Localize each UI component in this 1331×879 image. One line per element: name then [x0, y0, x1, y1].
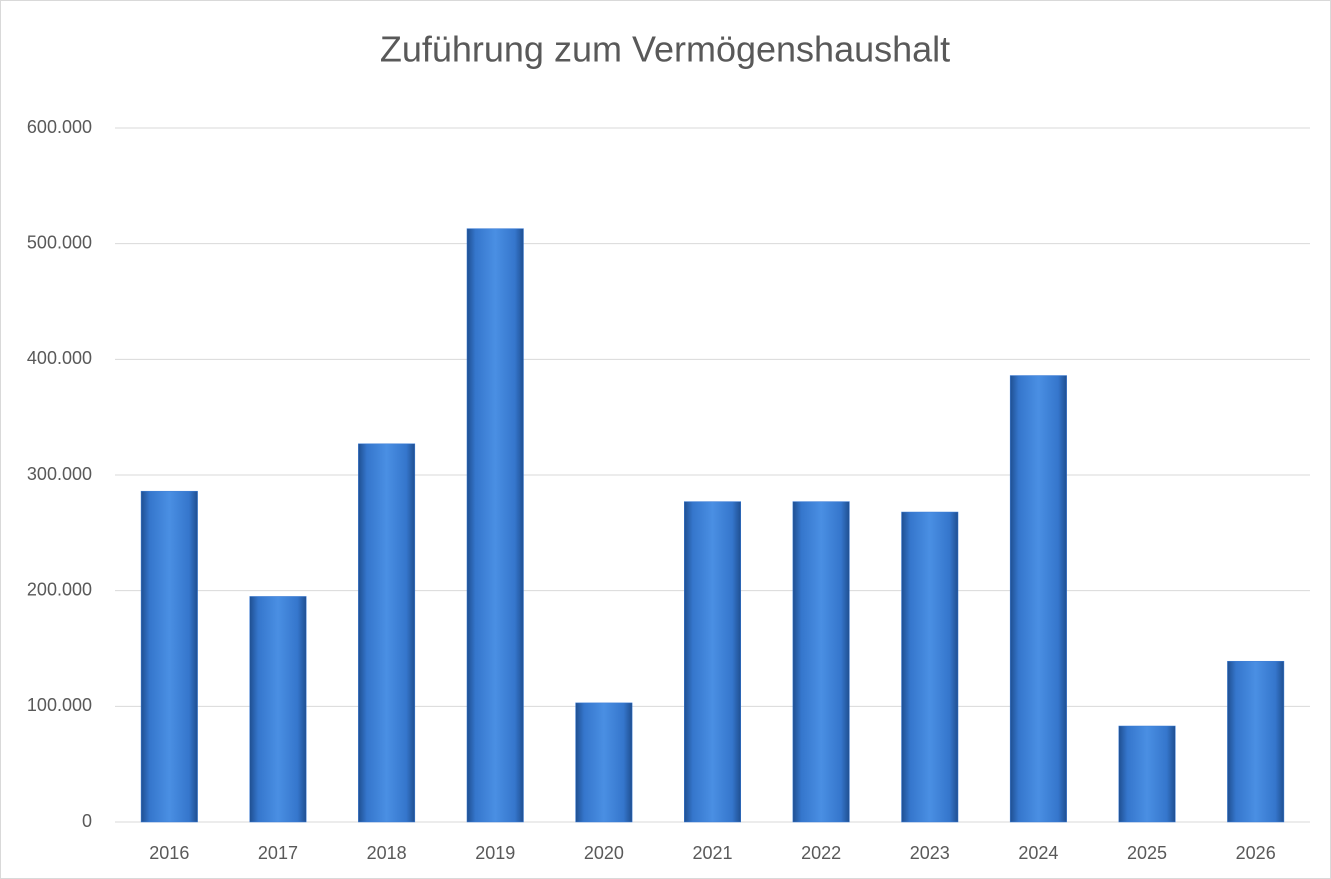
y-tick-label: 100.000	[27, 695, 92, 715]
x-tick-label: 2026	[1236, 843, 1276, 863]
bar	[575, 702, 633, 823]
bar	[140, 490, 198, 823]
chart-title: Zuführung zum Vermögenshaushalt	[380, 29, 950, 70]
x-tick-label: 2016	[149, 843, 189, 863]
y-tick-label: 0	[82, 811, 92, 831]
x-tick-label: 2025	[1127, 843, 1167, 863]
y-tick-label: 200.000	[27, 579, 92, 599]
y-tick-label: 400.000	[27, 348, 92, 368]
bar	[792, 501, 850, 823]
bar	[466, 228, 524, 823]
bar	[358, 443, 416, 823]
x-tick-label: 2024	[1018, 843, 1058, 863]
x-tick-label: 2020	[584, 843, 624, 863]
x-tick-label: 2019	[475, 843, 515, 863]
x-tick-label: 2021	[692, 843, 732, 863]
bar	[249, 596, 307, 823]
bar	[1009, 375, 1067, 823]
x-tick-label: 2022	[801, 843, 841, 863]
x-tick-label: 2023	[910, 843, 950, 863]
bar	[684, 501, 741, 823]
y-tick-label: 600.000	[27, 117, 92, 137]
x-tick-label: 2018	[367, 843, 407, 863]
y-tick-label: 500.000	[27, 232, 92, 252]
x-tick-label: 2017	[258, 843, 298, 863]
bar	[901, 511, 959, 823]
y-tick-label: 300.000	[27, 464, 92, 484]
bar	[1118, 725, 1176, 823]
bar	[1227, 660, 1285, 823]
